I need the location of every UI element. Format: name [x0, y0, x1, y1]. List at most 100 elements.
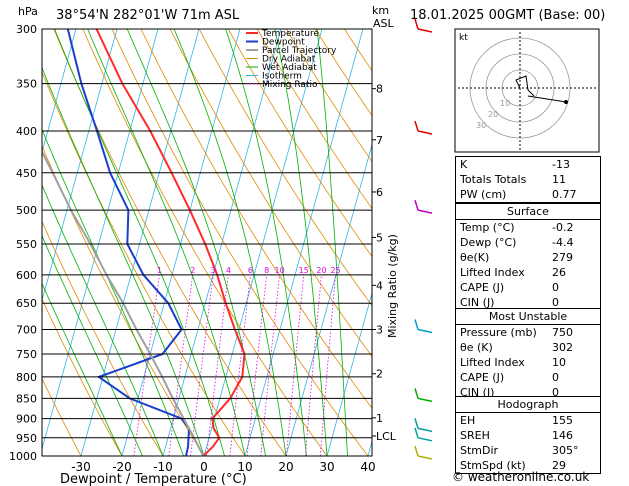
isotherm-line — [42, 29, 77, 154]
row-label: CIN (J) — [460, 386, 495, 399]
table-row: SREH 146 — [456, 428, 600, 443]
legend-entry: Wet Adiabat — [262, 63, 317, 73]
pressure-tick-label: 350 — [16, 78, 37, 91]
plot-frame — [41, 28, 373, 457]
isotherm-line — [80, 29, 200, 456]
pressure-tick-label: 550 — [16, 238, 37, 251]
wind-barb — [417, 455, 433, 460]
row-label: Temp (°C) — [460, 221, 515, 234]
dry-adiabat-line — [42, 377, 82, 456]
hodograph-ring-label: 10 — [500, 99, 510, 108]
isotherm-line — [285, 143, 372, 456]
row-value: 0.77 — [552, 188, 577, 201]
row-label: Dewp (°C) — [460, 236, 517, 249]
row-label: PW (cm) — [460, 188, 507, 201]
mixing-ratio-line — [229, 274, 251, 456]
isotherm-line — [42, 29, 159, 451]
row-value: -13 — [552, 158, 570, 171]
row-value: 0 — [552, 281, 559, 294]
row-value: 146 — [552, 429, 573, 442]
credit-text: © weatheronline.co.uk — [452, 470, 590, 484]
km-label: km — [372, 4, 389, 17]
pressure-tick-label: 800 — [16, 371, 37, 384]
temperature-tick-label: 10 — [237, 460, 252, 474]
hodograph-stats-table: Hodograph EH 155 SREH 146 StmDir 305° StmSpd (k… — [455, 396, 601, 474]
temperature-tick-label: 40 — [360, 460, 375, 474]
pressure-tick-label: 900 — [16, 413, 37, 426]
pressure-tick-label: 650 — [16, 297, 37, 310]
dry-adiabat-line — [111, 29, 369, 456]
dry-adiabat-line — [256, 29, 372, 210]
row-label: StmDir — [460, 444, 499, 457]
dry-adiabat-line — [169, 29, 372, 357]
legend-entry: Dry Adiabat — [262, 55, 316, 65]
table-row: θe(K) 279 — [456, 250, 600, 265]
table-row: CIN (J) 0 — [456, 295, 600, 310]
pressure-tick-label: 500 — [16, 204, 37, 217]
row-label: CAPE (J) — [460, 281, 505, 294]
row-label: θe (K) — [460, 341, 493, 354]
wind-barb-flag — [414, 388, 419, 399]
table-row: Lifted Index 10 — [456, 355, 600, 370]
hodograph-point — [564, 100, 568, 104]
mixing-ratio-line — [246, 274, 268, 456]
wind-barb-flag — [414, 199, 419, 211]
table-row: θe (K) 302 — [456, 340, 600, 355]
table-row: Totals Totals 11 — [456, 172, 600, 187]
datetime-title: 18.01.2025 00GMT (Base: 00) — [410, 8, 605, 23]
table-row: EH 155 — [456, 413, 600, 428]
row-label: Pressure (mb) — [460, 326, 537, 339]
table-row: CAPE (J) 0 — [456, 280, 600, 295]
km-tick-label: 8 — [376, 83, 383, 96]
temperature-tick-label: -30 — [71, 460, 91, 474]
mixing-ratio-line — [319, 274, 336, 456]
hodograph-ring-label: 20 — [488, 110, 498, 119]
mixing-ratio-label: 1 — [157, 266, 162, 275]
wind-barb-flag — [414, 445, 419, 457]
pressure-tick-label: 400 — [16, 125, 37, 138]
km-tick-label: 6 — [376, 186, 383, 199]
row-value: 10 — [552, 356, 566, 369]
mixing-ratio-label: 25 — [330, 266, 340, 275]
table-row: StmDir 305° — [456, 443, 600, 458]
pressure-tick-label: 600 — [16, 269, 37, 282]
row-label: SREH — [460, 429, 490, 442]
mixing-ratio-line — [286, 274, 305, 456]
row-label: θe(K) — [460, 251, 490, 264]
legend-entry: Mixing Ratio — [262, 80, 318, 90]
km-tick-label: 4 — [376, 279, 383, 292]
mixing-ratio-line — [305, 274, 322, 456]
wet-adiabat-line — [173, 29, 287, 456]
km-tick-label: 3 — [376, 324, 383, 337]
wind-barb — [417, 397, 433, 403]
pressure-tick-label: 1000 — [9, 450, 37, 463]
table-body: EH 155 SREH 146 StmDir 305° StmSpd (kt) 29 — [456, 412, 600, 473]
row-value: 302 — [552, 341, 573, 354]
km-tick-label: LCL — [376, 430, 397, 443]
wind-barb — [417, 328, 433, 334]
mixing-ratio-line — [260, 274, 280, 456]
pressure-tick-label: 300 — [16, 23, 37, 36]
wind-barb — [417, 437, 433, 442]
table-row: Temp (°C) -0.2 — [456, 220, 600, 235]
mixing-ratio-label: 8 — [264, 266, 269, 275]
table-title: Hodograph — [497, 398, 559, 411]
row-value: 305° — [552, 444, 579, 457]
row-value: -0.2 — [552, 221, 574, 234]
mixing-ratio-line — [168, 274, 194, 456]
table-row: Lifted Index 26 — [456, 265, 600, 280]
row-label: Totals Totals — [460, 173, 527, 186]
legend-entry: Isotherm — [262, 72, 302, 82]
hodograph-ring-label: 30 — [476, 121, 486, 130]
temperature-tick-label: 0 — [200, 460, 208, 474]
dry-adiabat-line — [285, 29, 372, 163]
mixing-ratio-label: 6 — [248, 266, 253, 275]
row-label: Lifted Index — [460, 356, 525, 369]
wind-barb-flag — [414, 319, 419, 330]
wind-barb — [417, 28, 433, 33]
row-label: CAPE (J) — [460, 371, 505, 384]
row-value: 11 — [552, 173, 566, 186]
temperature-tick-label: -20 — [112, 460, 132, 474]
